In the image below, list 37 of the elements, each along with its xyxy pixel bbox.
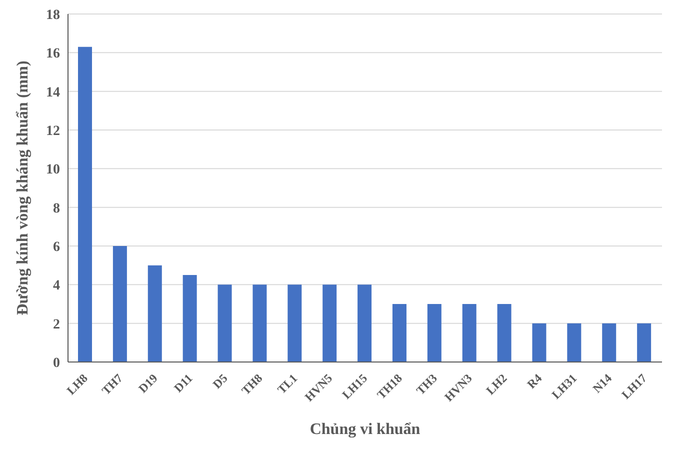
y-tick-label: 2 — [53, 317, 60, 332]
bar — [497, 304, 512, 362]
bar — [427, 304, 442, 362]
y-tick-label: 10 — [46, 162, 60, 178]
y-tick-label: 18 — [46, 8, 60, 23]
x-tick-label: D11 — [171, 371, 196, 396]
bar — [218, 284, 232, 362]
bar — [252, 284, 267, 362]
x-tick-label: R4 — [524, 371, 545, 392]
bar — [567, 323, 582, 362]
x-tick-label: TL1 — [274, 371, 300, 397]
bar — [322, 284, 337, 362]
bar — [288, 284, 302, 362]
y-tick-label: 4 — [53, 278, 60, 294]
y-tick-label: 12 — [46, 124, 60, 139]
y-tick-label: 8 — [53, 201, 60, 216]
bar — [602, 323, 616, 362]
x-tick-label: D5 — [210, 371, 230, 392]
bar — [182, 275, 197, 362]
x-tick-label: N14 — [590, 371, 615, 396]
x-axis-title: Chủng vi khuẩn — [310, 421, 420, 438]
bar — [358, 284, 372, 362]
y-tick-label: 0 — [53, 356, 60, 371]
bar — [637, 323, 652, 362]
x-tick-label: TH3 — [413, 371, 440, 398]
y-tick-label: 6 — [53, 240, 60, 255]
bar — [462, 304, 476, 362]
bar — [112, 246, 127, 362]
y-tick-label: 16 — [46, 46, 60, 62]
bar — [392, 304, 406, 362]
y-tick-label: 14 — [46, 85, 60, 100]
bar — [148, 265, 162, 362]
x-tick-label: D19 — [136, 371, 160, 396]
bar — [78, 46, 92, 362]
y-axis-title: Đường kính vòng kháng khuẩn (mm) — [14, 60, 32, 316]
bar — [532, 323, 546, 362]
x-tick-label: TH8 — [238, 371, 266, 398]
